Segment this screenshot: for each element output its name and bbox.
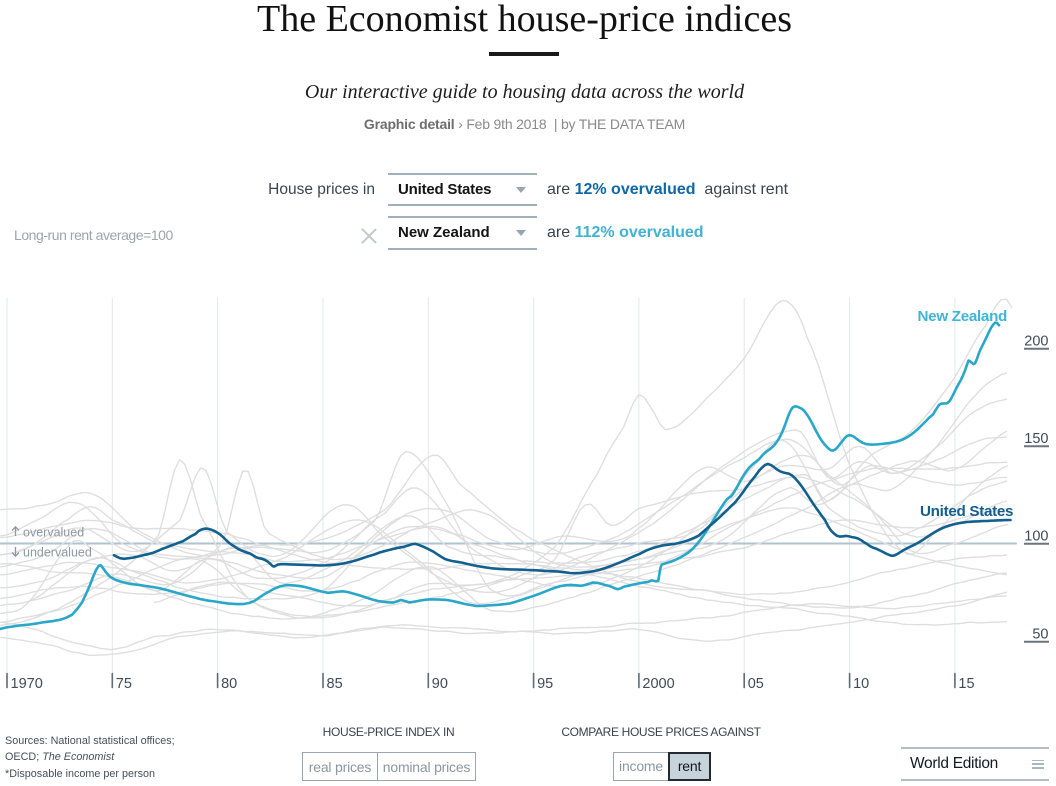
svg-text:10: 10 (853, 676, 869, 692)
svg-text:90: 90 (432, 676, 448, 692)
svg-text:75: 75 (116, 676, 132, 692)
svg-text:overvalued: overvalued (23, 526, 84, 540)
svg-text:15: 15 (958, 676, 974, 692)
svg-text:100: 100 (1024, 529, 1048, 545)
svg-text:2000: 2000 (642, 676, 674, 692)
svg-text:05: 05 (748, 676, 764, 692)
svg-text:undervalued: undervalued (23, 546, 92, 560)
svg-text:50: 50 (1032, 627, 1048, 643)
svg-text:New Zealand: New Zealand (918, 308, 1008, 325)
svg-text:80: 80 (221, 676, 237, 692)
svg-text:150: 150 (1024, 431, 1048, 447)
svg-text:85: 85 (327, 676, 343, 692)
svg-text:1970: 1970 (11, 676, 43, 692)
svg-text:95: 95 (537, 676, 553, 692)
svg-text:200: 200 (1024, 334, 1048, 350)
svg-text:United States: United States (920, 503, 1013, 520)
